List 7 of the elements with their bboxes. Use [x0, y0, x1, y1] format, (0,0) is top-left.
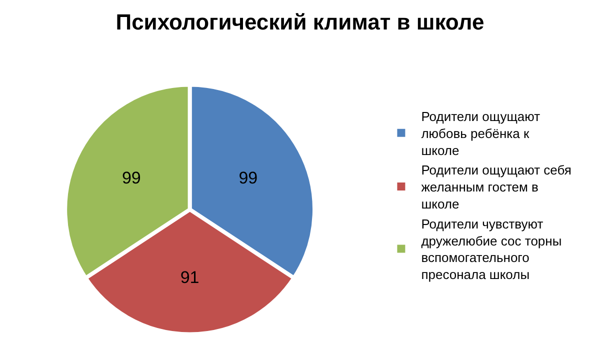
- legend-label: Родители ощущают любовь ребёнка к школе: [421, 109, 540, 158]
- legend-label: Родители ощущают себя желанным гостем в школе: [421, 162, 572, 212]
- chart-title: Психологический климат в школе: [116, 9, 484, 34]
- legend-label: Родители чувствуют дружелюбие сос торны вспомогательного пресонала школы: [421, 216, 562, 282]
- data-label: 91: [180, 268, 200, 287]
- data-label: 99: [122, 168, 141, 188]
- data-label: 99: [238, 168, 258, 188]
